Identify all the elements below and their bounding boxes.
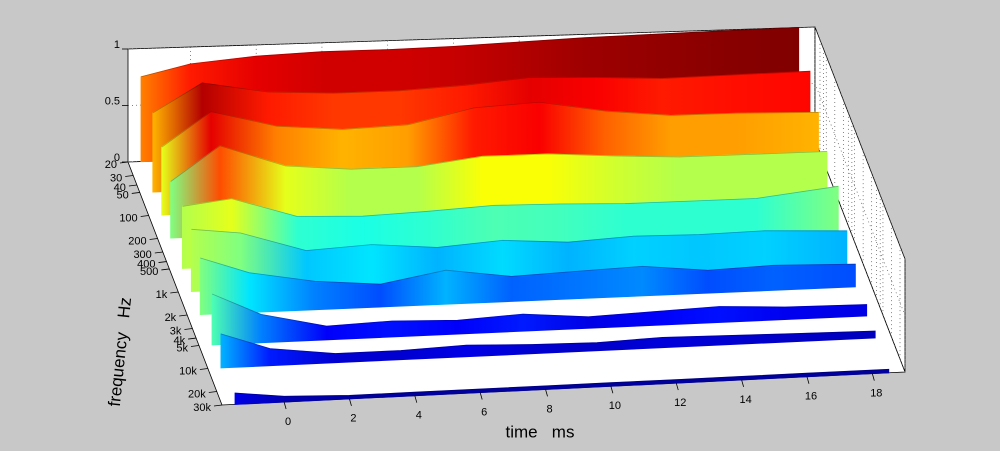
x-tick-label: 6 bbox=[481, 406, 487, 418]
surface-row-edge bbox=[152, 70, 810, 114]
y-tick bbox=[170, 291, 179, 294]
x-tick bbox=[349, 398, 352, 406]
y-tick bbox=[199, 368, 208, 370]
x-tick bbox=[871, 373, 875, 381]
y-tick-label: 4k bbox=[173, 335, 185, 347]
y-tick-label: 5k bbox=[176, 342, 188, 354]
y-tick-label: 2k bbox=[165, 312, 177, 324]
x-tick-label: 4 bbox=[416, 410, 422, 422]
surface-row bbox=[220, 330, 876, 369]
x-tick-label: 14 bbox=[739, 394, 751, 406]
x-tick bbox=[283, 401, 287, 410]
y-tick-label: 300 bbox=[133, 249, 151, 261]
surface-row-edge bbox=[235, 369, 889, 397]
y-tick bbox=[140, 215, 149, 217]
surface-row-edge bbox=[220, 330, 876, 355]
x-tick-label: 0 bbox=[285, 416, 291, 428]
y-tick-label: 200 bbox=[128, 235, 146, 247]
z-tick-label: 0.5 bbox=[105, 95, 120, 107]
y-tick-label: 30 bbox=[110, 172, 122, 184]
y-tick-label: 1k bbox=[156, 289, 168, 301]
z-tick-label: 1 bbox=[114, 39, 120, 51]
surface-row bbox=[199, 257, 856, 316]
y-tick bbox=[128, 184, 137, 187]
surface-row-edge bbox=[170, 145, 827, 182]
x-tick-label: 18 bbox=[870, 387, 882, 399]
x-tick bbox=[806, 376, 810, 384]
y-tick-label: 100 bbox=[119, 212, 137, 224]
x-tick-label: 12 bbox=[674, 397, 686, 409]
x-tick-label: 10 bbox=[609, 400, 621, 412]
x-tick bbox=[610, 386, 614, 394]
y-tick-label: 500 bbox=[140, 266, 158, 278]
y-tick-label: 400 bbox=[137, 258, 155, 270]
x-tick bbox=[741, 379, 744, 388]
grid-line bbox=[127, 26, 816, 50]
y-tick bbox=[161, 268, 170, 271]
x-tick bbox=[545, 389, 548, 397]
y-tick-label: 20 bbox=[105, 159, 117, 171]
x-axis-label: time ms bbox=[506, 422, 575, 441]
y-tick bbox=[190, 345, 200, 347]
surface-row-edge bbox=[140, 27, 799, 78]
x-tick bbox=[414, 395, 418, 403]
y-tick bbox=[125, 175, 134, 177]
surface-row-edge bbox=[182, 185, 839, 217]
y-tick bbox=[154, 251, 163, 254]
grid-line bbox=[814, 139, 906, 373]
surface-row bbox=[211, 293, 868, 346]
y-tick bbox=[184, 328, 193, 330]
grid-line bbox=[814, 26, 906, 260]
y-tick bbox=[213, 404, 223, 407]
y-tick-label: 30k bbox=[193, 402, 211, 414]
x-tick-label: 2 bbox=[350, 413, 356, 425]
y-tick-label: 50 bbox=[117, 189, 129, 201]
x-tick bbox=[675, 382, 679, 391]
y-tick bbox=[131, 192, 140, 194]
surface-row bbox=[190, 228, 848, 293]
y-tick bbox=[179, 314, 188, 317]
y-tick-label: 40 bbox=[114, 182, 126, 194]
y-tick-label: 20k bbox=[188, 388, 206, 400]
surface-row-edge bbox=[161, 101, 819, 148]
x-tick-label: 16 bbox=[805, 391, 817, 403]
x-tick-label: 8 bbox=[546, 403, 552, 415]
surface-row-edge bbox=[211, 293, 867, 327]
y-tick bbox=[188, 337, 197, 340]
y-tick bbox=[208, 391, 217, 393]
y-tick-label: 3k bbox=[170, 325, 182, 337]
grid-line bbox=[814, 83, 906, 316]
x-tick bbox=[479, 392, 483, 400]
surface-row-edge bbox=[200, 257, 856, 285]
z-tick-label: 0 bbox=[114, 152, 120, 164]
surface-row bbox=[234, 368, 890, 405]
axes: 0 2 4 6 8 10 12 14 16 18203040501002003004005001k… bbox=[105, 39, 883, 428]
surface bbox=[140, 26, 890, 405]
y-tick-label: 10k bbox=[179, 365, 197, 377]
y-tick bbox=[158, 261, 167, 263]
surface-row-edge bbox=[191, 228, 847, 252]
y-tick bbox=[149, 238, 158, 240]
